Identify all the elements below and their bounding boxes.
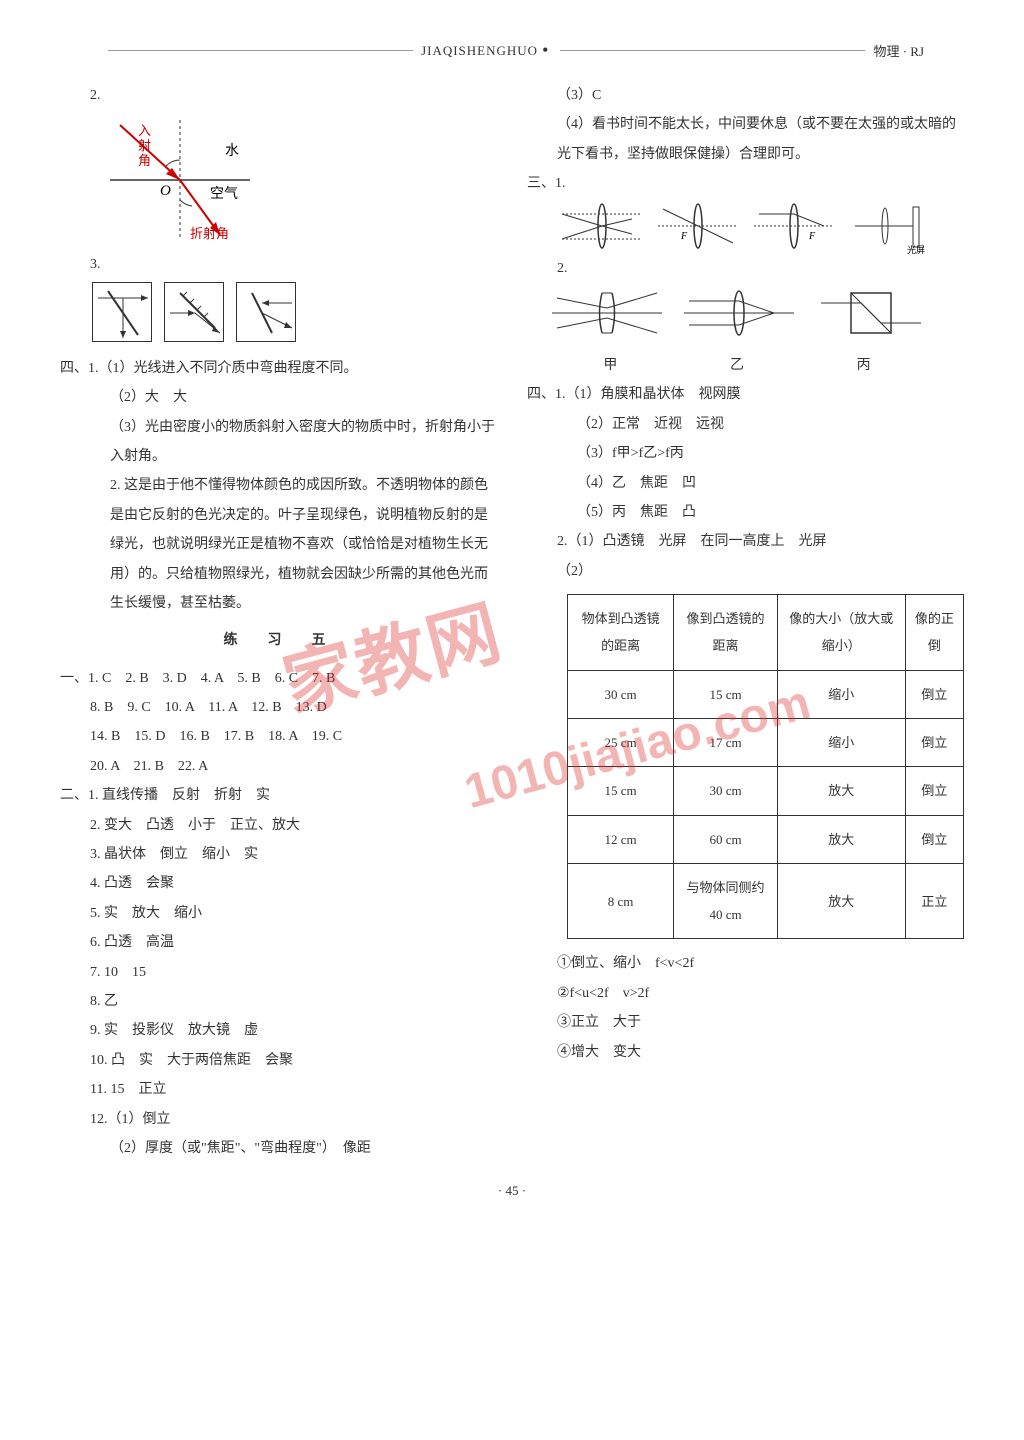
s4-1-1: 1.（1）光线进入不同介质中弯曲程度不同。 xyxy=(88,361,358,376)
s4-1-1r: 1.（1）角膜和晶状体 视网膜 xyxy=(555,387,741,402)
table-row: 30 cm15 cm缩小倒立 xyxy=(568,670,964,718)
q2-label: 2. xyxy=(90,88,101,103)
svg-text:F: F xyxy=(680,231,688,242)
q3-label: 3. xyxy=(90,257,101,272)
ex5-row3: 14. B 15. D 16. B 17. B 18. A 19. C xyxy=(60,722,497,751)
svg-text:空气: 空气 xyxy=(210,186,238,202)
ex5-s2-3: 3. 晶状体 倒立 缩小 实 xyxy=(60,840,497,869)
ex5-s2-12-1: 12.（1）倒立 xyxy=(60,1105,497,1134)
table-row: 8 cm与物体同侧约 40 cm放大正立 xyxy=(568,863,964,939)
ex5-s2-11: 11. 15 正立 xyxy=(60,1075,497,1104)
svg-text:射: 射 xyxy=(138,138,151,153)
th-0: 物体到凸透镜的距离 xyxy=(568,595,674,671)
ex5-s2-6: 6. 凸透 高温 xyxy=(60,928,497,957)
lens-bing: 丙 xyxy=(857,351,871,380)
th-2: 像的大小（放大或缩小） xyxy=(777,595,905,671)
ex5-s2-label: 二、 xyxy=(60,788,88,803)
ex5-s2-8: 8. 乙 xyxy=(60,987,497,1016)
svg-text:入: 入 xyxy=(138,123,151,138)
s4-1-3: （3）光由密度小的物质斜射入密度大的物质中时，折射角小于入射角。 xyxy=(60,413,497,472)
table-row: 25 cm17 cm缩小倒立 xyxy=(568,718,964,766)
svg-text:O: O xyxy=(160,183,171,199)
ex5-s2-12-2: （2）厚度（或"焦距"、"弯曲程度"） 像距 xyxy=(60,1134,497,1163)
svg-text:水: 水 xyxy=(225,143,239,159)
diagram-row-3 xyxy=(90,280,497,344)
s4-1-5r: （5）丙 焦距 凸 xyxy=(527,498,964,527)
ex5-row4: 20. A 21. B 22. A xyxy=(60,752,497,781)
s4-1-2: （2）大 大 xyxy=(60,383,497,412)
ex5-s2-10: 10. 凸 实 大于两倍焦距 会聚 xyxy=(60,1046,497,1075)
r-4: （4）看书时间不能太长，中间要休息（或不要在太强的或太暗的光下看书，坚持做眼保健… xyxy=(527,110,964,169)
lens-diagrams-2 xyxy=(547,283,964,343)
s4-2-2r: （2） xyxy=(527,557,964,586)
table-header-row: 物体到凸透镜的距离 像到凸透镜的距离 像的大小（放大或缩小） 像的正倒 xyxy=(568,595,964,671)
optics-table: 物体到凸透镜的距离 像到凸透镜的距离 像的大小（放大或缩小） 像的正倒 30 c… xyxy=(567,594,964,939)
ex5-s2-7: 7. 10 15 xyxy=(60,958,497,987)
svg-text:光屏: 光屏 xyxy=(907,244,925,254)
lens-captions: 甲 乙 丙 xyxy=(547,351,927,380)
right-column: （3）C （4）看书时间不能太长，中间要休息（或不要在太强的或太暗的光下看书，坚… xyxy=(527,81,964,1163)
table-row: 12 cm60 cm放大倒立 xyxy=(568,815,964,863)
svg-text:角: 角 xyxy=(138,153,151,168)
s3-label: 三、1. xyxy=(527,169,964,198)
page-number: · 45 · xyxy=(60,1183,964,1199)
s4-label: 四、 xyxy=(527,387,555,402)
s4-1-4r: （4）乙 焦距 凹 xyxy=(527,469,964,498)
concl-3: ③正立 大于 xyxy=(527,1008,964,1037)
th-3: 像的正倒 xyxy=(905,595,963,671)
ex5-s2-2: 2. 变大 凸透 小于 正立、放大 xyxy=(60,811,497,840)
ex5-row1: 1. C 2. B 3. D 4. A 5. B 6. C 7. B xyxy=(88,671,335,686)
ex5-s1-label: 一、 xyxy=(60,671,88,686)
svg-text:折射角: 折射角 xyxy=(190,226,229,241)
ex5-s2-9: 9. 实 投影仪 放大镜 虚 xyxy=(60,1016,497,1045)
lens-diagrams-1: F F 光屏 xyxy=(557,199,964,254)
header-center-text: JIAQISHENGHUO xyxy=(421,43,538,59)
section-4-label: 四、 xyxy=(60,361,88,376)
left-column: 2. 入 射 角 水 O 空气 折射角 3. xyxy=(60,81,497,1163)
ex5-row2: 8. B 9. C 10. A 11. A 12. B 13. D xyxy=(60,693,497,722)
page-header: JIAQISHENGHUO • 物理 · RJ xyxy=(60,40,964,61)
table-row: 15 cm30 cm放大倒立 xyxy=(568,767,964,815)
ex5-s2-5: 5. 实 放大 缩小 xyxy=(60,899,497,928)
svg-text:F: F xyxy=(808,231,816,242)
main-content: 2. 入 射 角 水 O 空气 折射角 3. xyxy=(60,81,964,1163)
ex5-s2-1: 1. 直线传播 反射 折射 实 xyxy=(88,788,270,803)
s4-1-2r: （2）正常 近视 远视 xyxy=(527,410,964,439)
concl-1: ①倒立、缩小 f<v<2f xyxy=(527,949,964,978)
concl-2: ②f<u<2f v>2f xyxy=(527,979,964,1008)
s4-2: 2. 这是由于他不懂得物体颜色的成因所致。不透明物体的颜色是由它反射的色光决定的… xyxy=(60,471,497,618)
refraction-diagram: 入 射 角 水 O 空气 折射角 xyxy=(90,110,270,250)
s4-2-1r: 2.（1）凸透镜 光屏 在同一高度上 光屏 xyxy=(527,527,964,556)
lens-yi: 乙 xyxy=(730,351,744,380)
lens-jia: 甲 xyxy=(603,351,617,380)
exercise-5-title: 练 习 五 xyxy=(60,626,497,655)
th-1: 像到凸透镜的距离 xyxy=(674,595,778,671)
ex5-s2-4: 4. 凸透 会聚 xyxy=(60,869,497,898)
r-3c: （3）C xyxy=(527,81,964,110)
s3-2: 2. xyxy=(527,254,964,283)
header-right-text: 物理 · RJ xyxy=(873,41,924,60)
concl-4: ④增大 变大 xyxy=(527,1038,964,1067)
s4-1-3r: （3）f甲>f乙>f丙 xyxy=(527,439,964,468)
